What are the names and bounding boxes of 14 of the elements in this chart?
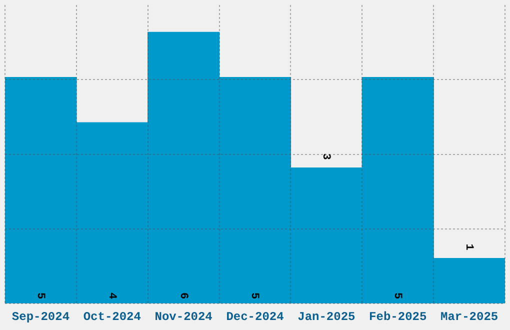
x-tick-label: Jan-2025 <box>298 310 356 324</box>
x-tick-label: Oct-2024 <box>83 310 141 324</box>
x-tick-label: Sep-2024 <box>12 310 70 324</box>
data-label: 5 <box>34 292 46 300</box>
x-tick-label: Feb-2025 <box>369 310 427 324</box>
data-label: 5 <box>391 292 404 300</box>
data-label: 3 <box>320 153 332 160</box>
data-label: 4 <box>105 292 118 300</box>
x-tick-label: Mar-2025 <box>440 310 498 324</box>
data-label: 5 <box>248 292 260 300</box>
x-tick-label: Nov-2024 <box>154 310 212 324</box>
data-label: 6 <box>176 292 189 300</box>
x-tick-label: Dec-2024 <box>226 310 284 324</box>
data-label: 1 <box>462 244 475 251</box>
